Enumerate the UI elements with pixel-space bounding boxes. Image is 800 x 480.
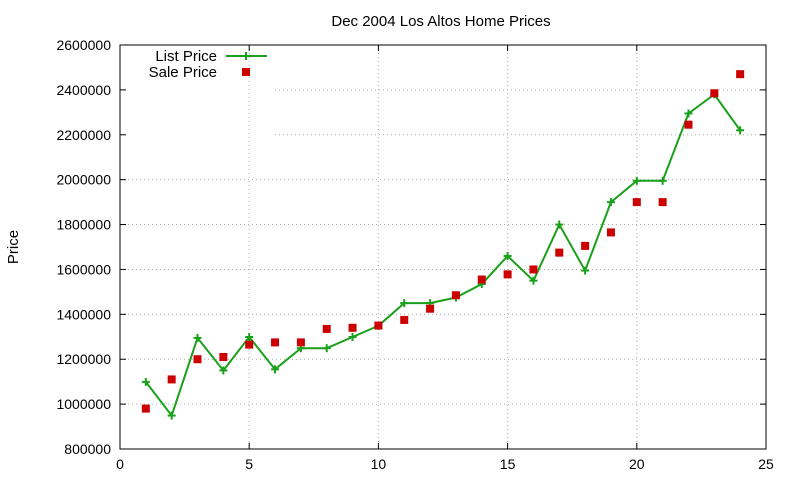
y-tick-label: 2600000 <box>56 37 111 53</box>
series-line-list-price <box>145 92 741 418</box>
list-price-point <box>245 333 254 342</box>
list-price-point <box>348 333 357 342</box>
x-tick-label: 5 <box>245 456 253 472</box>
list-price-point <box>167 411 176 420</box>
list-price-point <box>219 366 228 375</box>
list-price-point <box>555 220 564 229</box>
list-price-point <box>684 109 693 118</box>
y-tick-label: 2200000 <box>56 127 111 143</box>
sale-price-point <box>426 304 435 313</box>
list-price-point <box>658 176 667 185</box>
sale-price-point <box>451 291 460 300</box>
sale-price-point <box>141 404 150 413</box>
legend-label-sale-price: Sale Price <box>149 64 217 81</box>
sale-price-point <box>606 228 615 237</box>
ticks: 0 5 10 15 20 25 800000 1000000 1200000 1400000 160… <box>56 37 774 472</box>
x-tick-label: 10 <box>371 456 387 472</box>
legend-marker-sale-price <box>242 68 250 76</box>
sale-price-point <box>296 338 305 347</box>
sale-price-point <box>193 355 202 364</box>
sale-price-point <box>684 120 693 129</box>
y-tick-label: 1200000 <box>56 351 111 367</box>
sale-price-point <box>374 321 383 330</box>
y-tick-label: 800000 <box>64 441 111 457</box>
sale-price-point <box>322 324 331 333</box>
sale-price-point <box>503 270 512 279</box>
legend: List Price Sale Price <box>149 48 267 81</box>
legend-marker-list-price <box>242 52 250 60</box>
plot-frame <box>119 44 767 450</box>
list-price-point <box>503 251 512 260</box>
sale-price-point <box>167 375 176 384</box>
list-price-point <box>736 126 745 135</box>
sale-price-point <box>219 352 228 361</box>
list-price-point <box>193 333 202 342</box>
list-price-point <box>581 266 590 275</box>
sale-price-point <box>477 275 486 284</box>
sale-price-point <box>658 198 667 207</box>
y-tick-label: 1000000 <box>56 396 111 412</box>
list-price-point <box>529 276 538 285</box>
y-tick-label: 1400000 <box>56 306 111 322</box>
x-tick-label: 20 <box>629 456 645 472</box>
x-tick-label: 25 <box>758 456 774 472</box>
x-tick-label: 15 <box>500 456 516 472</box>
sale-price-point <box>271 338 280 347</box>
list-price-point <box>606 198 615 207</box>
y-axis-label: Price <box>5 230 22 264</box>
sale-price-point <box>348 323 357 332</box>
sale-price-point <box>529 265 538 274</box>
grid <box>120 45 766 449</box>
y-tick-label: 1600000 <box>56 261 111 277</box>
sale-price-point <box>555 248 564 257</box>
series-layer <box>141 70 745 420</box>
legend-label-list-price: List Price <box>155 48 217 65</box>
list-price-point <box>322 344 331 353</box>
sale-price-point <box>245 340 254 349</box>
list-price-point <box>141 377 150 386</box>
list-price-point <box>400 299 409 308</box>
sale-price-point <box>736 70 745 79</box>
sale-price-point <box>400 315 409 324</box>
y-tick-label: 1800000 <box>56 217 111 233</box>
y-tick-label: 2000000 <box>56 172 111 188</box>
sale-price-point <box>581 241 590 250</box>
sale-price-point <box>632 198 641 207</box>
list-price-point <box>271 365 280 374</box>
chart-title: Dec 2004 Los Altos Home Prices <box>331 13 550 30</box>
list-price-point <box>632 176 641 185</box>
sale-price-point <box>710 89 719 98</box>
x-tick-label: 0 <box>116 456 124 472</box>
y-tick-label: 2400000 <box>56 82 111 98</box>
